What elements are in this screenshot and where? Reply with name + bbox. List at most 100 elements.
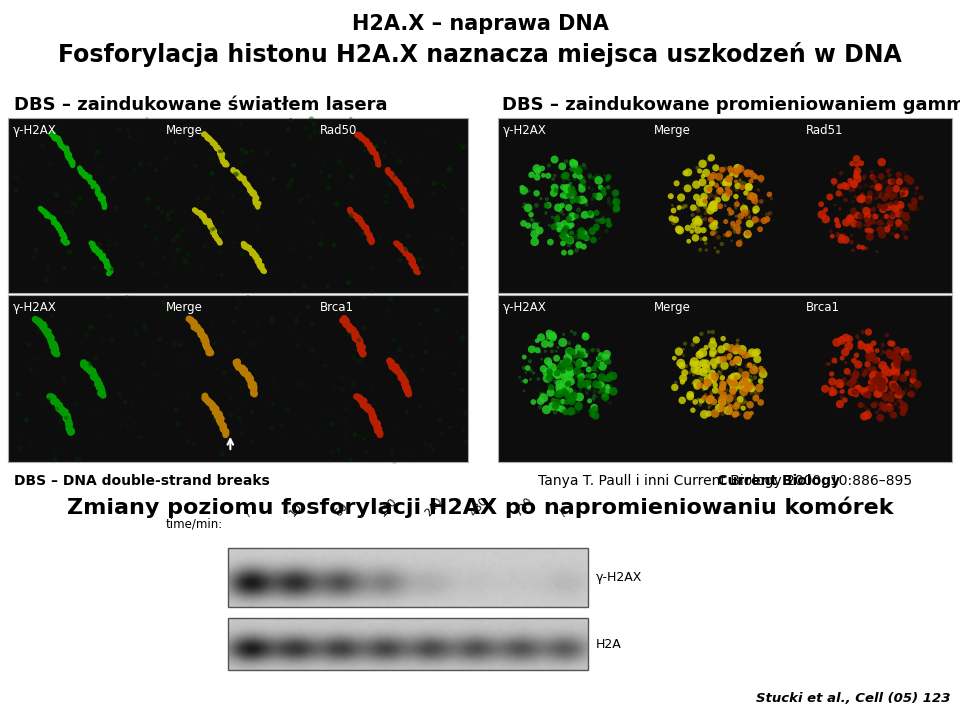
Point xyxy=(545,332,561,343)
Point xyxy=(564,406,579,417)
Point xyxy=(867,363,882,374)
Point xyxy=(409,176,424,188)
Text: Fosforylacja histonu H2A.X naznacza miejsca uszkodzeń w DNA: Fosforylacja histonu H2A.X naznacza miej… xyxy=(59,42,901,67)
Point xyxy=(891,402,906,414)
Point xyxy=(848,191,863,202)
Point xyxy=(903,380,919,391)
Point xyxy=(713,373,729,384)
Point xyxy=(849,349,864,361)
Point xyxy=(578,349,593,361)
Point xyxy=(586,363,601,374)
Point xyxy=(285,242,300,254)
Point xyxy=(876,204,891,215)
Point xyxy=(564,376,579,387)
Point xyxy=(736,178,752,189)
Point xyxy=(702,371,717,383)
Point xyxy=(822,358,837,369)
Point xyxy=(59,412,74,424)
Point xyxy=(564,164,580,175)
Point xyxy=(545,401,561,412)
Point xyxy=(878,347,894,359)
Point xyxy=(133,431,149,443)
Point xyxy=(566,407,582,419)
Point xyxy=(203,153,218,165)
Point xyxy=(222,435,237,446)
Point xyxy=(594,183,610,194)
Point xyxy=(852,218,868,230)
Point xyxy=(175,224,190,235)
Point xyxy=(818,213,833,225)
Point xyxy=(213,245,228,257)
Point xyxy=(565,188,581,199)
Point xyxy=(687,396,703,408)
Point xyxy=(852,342,867,354)
Point xyxy=(715,378,731,389)
Point xyxy=(715,408,731,419)
Point xyxy=(729,361,744,372)
Point xyxy=(40,116,56,127)
Point xyxy=(860,384,876,396)
Point xyxy=(541,220,557,231)
Point xyxy=(887,203,902,215)
Point xyxy=(853,360,869,371)
Point xyxy=(578,382,593,394)
Point xyxy=(837,347,852,358)
Point xyxy=(542,339,558,350)
Point xyxy=(870,188,885,199)
Point xyxy=(826,386,841,398)
Point xyxy=(907,197,923,208)
Point xyxy=(569,365,585,376)
Point xyxy=(827,382,842,394)
Point xyxy=(909,376,924,387)
Point xyxy=(704,359,719,371)
Point xyxy=(672,225,687,236)
Point xyxy=(909,183,924,194)
Point xyxy=(702,220,717,231)
Point xyxy=(712,386,728,398)
Point xyxy=(603,200,618,211)
Point xyxy=(733,379,749,390)
Point xyxy=(570,230,586,242)
Point xyxy=(746,364,761,376)
Point xyxy=(541,160,557,171)
Point xyxy=(891,217,906,229)
Point xyxy=(844,230,859,241)
Point xyxy=(364,263,379,275)
Point xyxy=(300,190,315,201)
Point xyxy=(530,344,545,356)
Point xyxy=(886,228,901,240)
Point xyxy=(891,202,906,213)
Point xyxy=(91,430,107,441)
Point xyxy=(543,387,559,399)
Point xyxy=(563,406,578,417)
Point xyxy=(891,351,906,362)
Point xyxy=(512,371,527,383)
Bar xyxy=(8,118,468,293)
Point xyxy=(355,292,371,304)
Point xyxy=(563,163,578,175)
Point xyxy=(691,394,707,405)
Point xyxy=(415,366,430,378)
Point xyxy=(387,334,402,345)
Point xyxy=(864,352,879,363)
Point xyxy=(708,408,723,419)
Point xyxy=(884,337,900,348)
Point xyxy=(265,312,280,324)
Point xyxy=(267,260,282,271)
Point xyxy=(882,212,898,224)
Point xyxy=(703,393,718,404)
Point xyxy=(430,304,445,316)
Point xyxy=(871,381,886,392)
Point xyxy=(601,171,616,183)
Point xyxy=(225,191,240,202)
Point xyxy=(753,196,768,207)
Point xyxy=(586,228,601,240)
Point xyxy=(452,357,468,369)
Point xyxy=(885,366,900,377)
Point xyxy=(891,386,906,398)
Point xyxy=(705,339,720,351)
Text: H2A: H2A xyxy=(596,637,622,650)
Point xyxy=(883,176,899,188)
Point xyxy=(703,205,718,216)
Point xyxy=(678,338,693,349)
